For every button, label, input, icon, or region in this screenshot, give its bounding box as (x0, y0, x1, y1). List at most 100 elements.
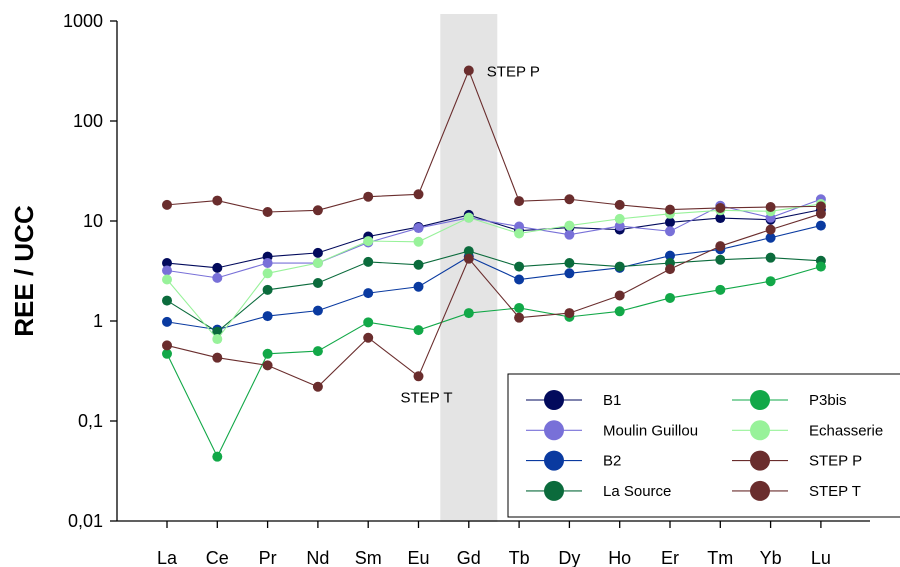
legend-marker (544, 480, 564, 501)
legend-marker (750, 420, 770, 441)
data-point (765, 224, 776, 235)
legend-label: P3bis (809, 392, 847, 409)
series-line (166, 266, 822, 458)
y-tick-label: 0,01 (68, 511, 103, 531)
data-point (262, 207, 273, 218)
legend-label: Echasserie (809, 422, 883, 439)
data-point (162, 265, 172, 276)
data-point (162, 348, 172, 359)
legend-marker (544, 390, 564, 410)
data-point (312, 205, 323, 216)
data-point (363, 191, 374, 202)
data-point (514, 302, 525, 313)
series (162, 65, 826, 218)
legend-marker (750, 450, 770, 471)
data-point (212, 195, 223, 206)
legend-marker (750, 480, 770, 501)
data-point (815, 201, 826, 212)
data-point (312, 346, 323, 357)
legend-item: Moulin Guillou (526, 420, 698, 441)
data-point (614, 306, 625, 317)
series-line (166, 213, 822, 388)
legend-marker (544, 450, 564, 471)
data-point (312, 258, 323, 269)
data-point (614, 221, 625, 232)
x-tick-label: Yb (760, 548, 782, 567)
x-tick-label: Ce (206, 548, 229, 567)
x-tick-label: Pr (259, 548, 277, 567)
data-point (614, 199, 625, 210)
data-point (564, 220, 575, 231)
annotation-label: STEP P (487, 63, 540, 80)
data-point (162, 295, 172, 306)
legend-label: Moulin Guillou (603, 422, 698, 439)
data-point (363, 236, 374, 247)
data-point (463, 65, 474, 76)
x-ticks: La Ce Pr Nd Sm Eu Gd Tb Dy Ho Er Tm Yb Lu (157, 521, 831, 567)
series-layer (162, 65, 826, 462)
legend-label: STEP T (809, 483, 861, 500)
x-tick-label: Ho (608, 548, 631, 567)
data-point (514, 274, 525, 285)
x-tick-label: Gd (457, 548, 481, 567)
data-point (413, 223, 424, 234)
data-point (413, 259, 424, 270)
data-point (212, 326, 223, 337)
y-tick-label: 1000 (63, 11, 103, 31)
data-point (463, 246, 474, 257)
data-point (765, 232, 776, 243)
legend-item: Echasserie (732, 420, 883, 441)
x-tick-label: Nd (306, 548, 329, 567)
legend-box (507, 373, 900, 518)
data-point (514, 228, 525, 239)
series (162, 246, 826, 337)
legend-item: La Source (526, 480, 671, 501)
data-point (665, 226, 675, 237)
legend-item: P3bis (732, 390, 847, 410)
x-tick-label: Er (661, 548, 679, 567)
legend-label: B1 (603, 392, 621, 409)
series-line (166, 198, 822, 279)
annotation-label: STEP T (401, 389, 453, 406)
data-point (564, 194, 575, 205)
data-point (564, 229, 575, 240)
series-line (166, 203, 821, 340)
y-tick-label: 1 (93, 311, 103, 331)
data-point (564, 258, 575, 269)
data-point (715, 241, 726, 252)
data-point (463, 308, 474, 319)
legend-label: La Source (603, 483, 671, 500)
data-point (765, 252, 776, 263)
series (162, 261, 826, 462)
data-point (413, 371, 424, 382)
x-tick-label: Tm (707, 548, 733, 567)
data-point (162, 274, 172, 285)
data-point (463, 253, 474, 264)
data-point (514, 196, 525, 207)
x-tick-label: Lu (811, 548, 831, 567)
x-tick-label: Sm (355, 548, 382, 567)
data-point (363, 317, 374, 328)
data-point (715, 213, 726, 224)
data-point (665, 264, 675, 275)
data-point (162, 199, 172, 210)
data-point (363, 332, 374, 343)
legend-item: STEP P (732, 450, 862, 471)
legend-marker (544, 420, 564, 441)
x-tick-label: Tb (509, 548, 530, 567)
legend-item: B2 (526, 450, 621, 471)
data-point (212, 451, 223, 462)
data-point (665, 292, 675, 303)
legend-item: B1 (526, 390, 621, 410)
data-point (665, 217, 675, 228)
x-tick-label: Dy (558, 548, 580, 567)
data-point (262, 284, 273, 295)
data-point (212, 352, 223, 363)
data-point (514, 261, 525, 272)
data-point (815, 261, 826, 272)
data-point (564, 268, 575, 279)
data-point (162, 340, 172, 351)
data-point (413, 236, 424, 247)
data-point (162, 316, 172, 327)
data-point (262, 268, 273, 279)
